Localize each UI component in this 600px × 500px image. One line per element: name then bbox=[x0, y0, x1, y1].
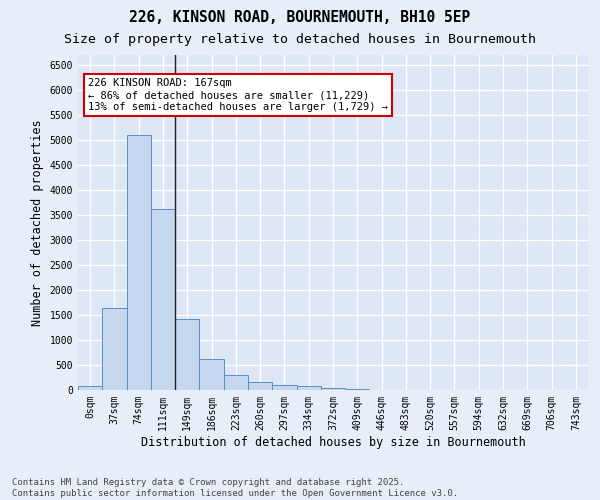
Bar bbox=[248, 382, 272, 390]
Text: Contains HM Land Registry data © Crown copyright and database right 2025.
Contai: Contains HM Land Registry data © Crown c… bbox=[12, 478, 458, 498]
Bar bbox=[296, 386, 321, 390]
Text: 226, KINSON ROAD, BOURNEMOUTH, BH10 5EP: 226, KINSON ROAD, BOURNEMOUTH, BH10 5EP bbox=[130, 10, 470, 25]
Bar bbox=[345, 388, 370, 390]
Bar bbox=[151, 208, 175, 390]
Bar bbox=[175, 318, 199, 390]
Text: 226 KINSON ROAD: 167sqm
← 86% of detached houses are smaller (11,229)
13% of sem: 226 KINSON ROAD: 167sqm ← 86% of detache… bbox=[88, 78, 388, 112]
Y-axis label: Number of detached properties: Number of detached properties bbox=[31, 119, 44, 326]
Bar bbox=[272, 385, 296, 390]
Bar bbox=[224, 374, 248, 390]
Bar bbox=[199, 359, 224, 390]
Text: Size of property relative to detached houses in Bournemouth: Size of property relative to detached ho… bbox=[64, 32, 536, 46]
X-axis label: Distribution of detached houses by size in Bournemouth: Distribution of detached houses by size … bbox=[140, 436, 526, 448]
Bar bbox=[321, 388, 345, 390]
Bar bbox=[78, 386, 102, 390]
Bar bbox=[127, 135, 151, 390]
Bar bbox=[102, 308, 127, 390]
